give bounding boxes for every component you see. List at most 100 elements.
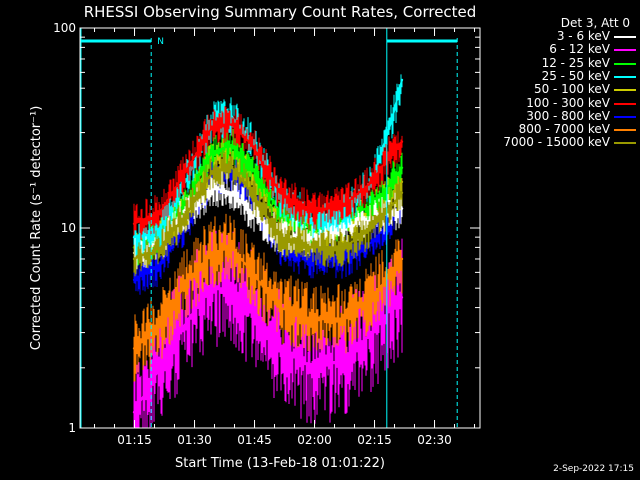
series-6-point-1: [158, 264, 162, 267]
legend-swatch: [614, 62, 636, 65]
legend-label: 50 - 100 keV: [533, 82, 610, 97]
legend-swatch: [614, 89, 636, 92]
series-5-line: [133, 123, 403, 225]
series-1-point-4: [230, 287, 234, 290]
x-axis-label: Start Time (13-Feb-18 01:01:22): [175, 456, 385, 471]
legend-item: 50 - 100 keV: [482, 83, 640, 96]
series-8-line: [133, 166, 403, 260]
legend-label: 6 - 12 keV: [549, 42, 610, 57]
series-7-point-8: [342, 318, 346, 321]
series-7-trace: [132, 213, 404, 382]
x-tick-label: 01:30: [177, 433, 212, 447]
series-5-point-3: [210, 125, 214, 129]
series-1-point-11: [400, 296, 404, 299]
series-1-point-6: [278, 347, 282, 350]
series-8-trace: [132, 150, 404, 277]
y-tick-label: 10: [61, 221, 76, 235]
generated-date: 2-Sep-2022 17:15: [553, 464, 634, 474]
series-2-point-5: [250, 166, 254, 169]
legend-swatch: [614, 75, 636, 78]
series-8-point-10: [390, 204, 394, 207]
series-1-point-2: [186, 318, 190, 321]
series-7-point-6: [278, 306, 282, 309]
series-0-point-4: [230, 191, 234, 194]
legend-header: Det 3, Att 0: [560, 16, 630, 30]
legend-swatch: [614, 115, 636, 118]
series-6-point-9: [370, 240, 374, 244]
legend-label: 100 - 300 keV: [526, 95, 610, 110]
x-tick-label: 02:15: [357, 433, 392, 447]
legend-swatch: [614, 49, 636, 52]
x-tick-label: 02:30: [417, 433, 452, 447]
series-5-point-11: [400, 140, 404, 143]
series-1-point-3: [210, 287, 214, 290]
series-3-point-0: [132, 236, 136, 239]
series-7-point-4: [230, 246, 234, 249]
legend-label: 12 - 25 keV: [541, 55, 610, 70]
series-7-point-1: [158, 325, 162, 329]
x-tick-label: 01:45: [237, 433, 272, 447]
series-7-point-11: [400, 257, 404, 261]
series-1-point-10: [390, 306, 394, 309]
chart-title: RHESSI Observing Summary Count Rates, Co…: [84, 3, 477, 21]
legend-swatch: [614, 102, 636, 105]
series-2-point-3: [210, 150, 214, 154]
series-0-point-8: [342, 226, 346, 230]
series-7-point-10: [390, 271, 394, 274]
series-3-point-11: [400, 78, 404, 82]
legend-swatch: [614, 142, 636, 145]
legend-label: 25 - 50 keV: [541, 68, 610, 83]
legend-item: 100 - 300 keV: [482, 95, 640, 110]
series-5-point-0: [132, 222, 136, 225]
legend-label: 300 - 800 keV: [526, 108, 610, 123]
series-7-point-0: [132, 347, 136, 350]
series-3-point-1: [158, 226, 162, 230]
series-8-point-6: [278, 236, 282, 239]
series-5-point-5: [250, 143, 254, 147]
series-3-point-4: [230, 115, 234, 118]
series-5-trace: [132, 106, 404, 241]
series-7-point-5: [250, 271, 254, 274]
legend-label: 3 - 6 keV: [556, 29, 610, 43]
series-1-line: [133, 287, 403, 413]
series-7-point-7: [310, 318, 314, 321]
series-8-point-11: [400, 191, 404, 194]
series-5-point-7: [310, 211, 314, 214]
series-1-noise: [133, 229, 403, 428]
series-8-point-1: [158, 246, 162, 249]
series-1-point-7: [310, 366, 314, 369]
night-marker-label: N: [157, 37, 164, 47]
legend-item: 12 - 25 keV: [482, 55, 640, 70]
series-5-point-8: [342, 204, 346, 207]
series-7-point-3: [210, 251, 214, 255]
series-5-point-6: [278, 191, 282, 194]
series-5-point-2: [186, 166, 190, 169]
legend-swatch: [614, 129, 636, 132]
series-5-point-4: [230, 123, 234, 126]
x-tick-label: 02:00: [297, 433, 332, 447]
series-2-point-11: [400, 166, 404, 169]
legend: 3 - 6 keV 6 - 12 keV 12 - 25 keV 25 - 50 ke…: [482, 30, 640, 150]
series-7-line: [133, 246, 403, 350]
series-0-point-11: [400, 207, 404, 210]
axis-ticks: 01:15 01:30 01:45 02:00 02:15 02:30 1 10 100: [53, 21, 480, 447]
series-1-point-0: [132, 411, 136, 414]
series-7-point-2: [186, 278, 190, 282]
series-2-point-9: [370, 204, 374, 207]
y-tick-label: 1: [68, 421, 76, 435]
series-8-point-3: [210, 171, 214, 174]
series-3-point-10: [390, 118, 394, 121]
series-1-point-9: [370, 331, 374, 334]
series-1-trace: [132, 229, 404, 428]
series-8-point-2: [186, 211, 190, 214]
y-axis-label: Corrected Count Rate (s⁻¹ detector⁻¹): [29, 106, 44, 351]
legend-item: 25 - 50 keV: [482, 68, 640, 83]
series-1-point-1: [158, 366, 162, 369]
series-1-point-8: [342, 358, 346, 361]
legend-swatch: [614, 36, 636, 38]
y-tick-label: 100: [53, 21, 76, 35]
series-2-point-4: [230, 143, 234, 147]
series-6-point-0: [132, 278, 136, 282]
legend-item: 800 - 7000 keV: [482, 123, 640, 136]
